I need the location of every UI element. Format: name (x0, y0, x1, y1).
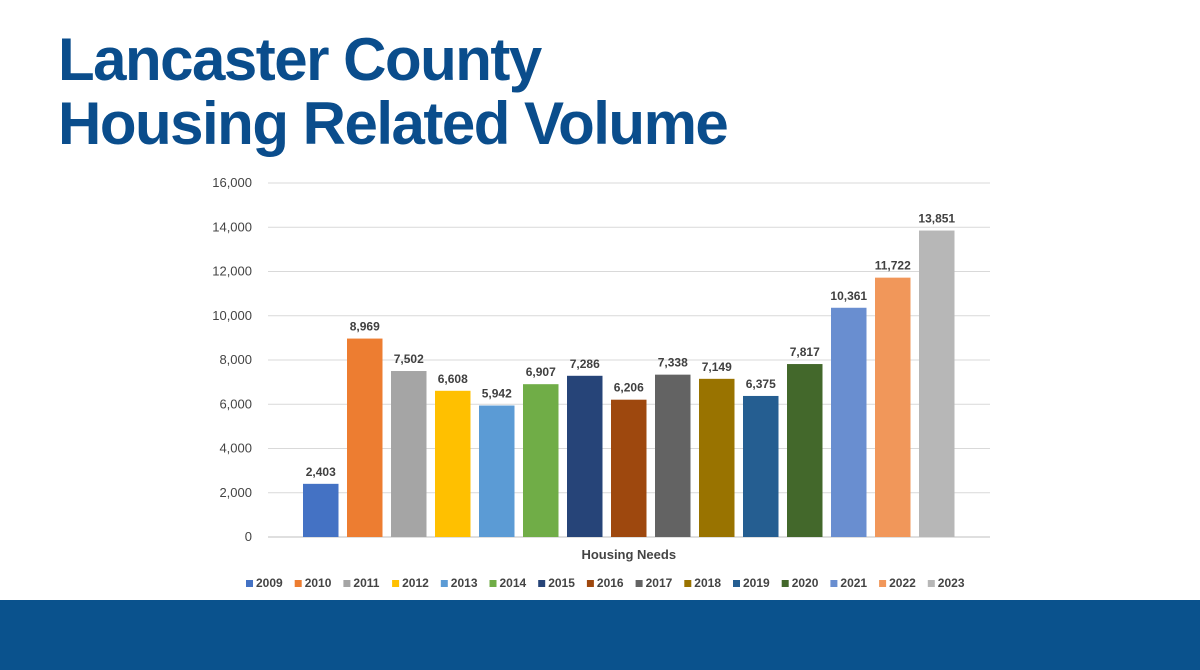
footer-band (0, 600, 1200, 670)
legend-label: 2022 (889, 576, 916, 590)
bar (479, 405, 515, 537)
data-label: 7,817 (790, 345, 820, 359)
x-axis-label: Housing Needs (581, 547, 676, 562)
legend-swatch (343, 580, 351, 587)
slide-title-line-2: Housing Related Volume (58, 90, 729, 157)
legend-label: 2017 (646, 576, 673, 590)
legend-swatch (879, 580, 887, 587)
data-label: 5,942 (482, 387, 512, 401)
y-tick-label: 16,000 (212, 175, 252, 190)
legend-label: 2016 (597, 576, 624, 590)
y-tick-label: 0 (245, 529, 252, 544)
bar-chart: 0 2,000 4,000 6,000 8,000 10,000 12,000 14,000 1… (212, 175, 990, 590)
legend-label: 2013 (451, 576, 478, 590)
y-tick-label: 4,000 (219, 441, 252, 456)
bar (567, 375, 603, 537)
legend-label: 2021 (840, 576, 867, 590)
legend-swatch (392, 580, 400, 587)
bar (831, 307, 867, 537)
legend-swatch (733, 580, 740, 587)
legend-swatch (781, 580, 789, 587)
legend-label: 2020 (792, 576, 819, 590)
legend-swatch (538, 580, 546, 587)
legend-swatch (635, 580, 643, 587)
data-label: 11,722 (875, 259, 911, 273)
legend-label: 2012 (402, 576, 429, 590)
bar (699, 378, 735, 537)
bar (875, 277, 911, 537)
legend-swatch (830, 580, 838, 587)
bar (611, 399, 647, 537)
legend-swatch (586, 580, 594, 587)
legend-label: 2023 (938, 576, 965, 590)
legend-swatch (927, 580, 935, 587)
legend-swatch (440, 580, 448, 587)
data-label: 10,361 (830, 289, 867, 303)
data-label: 8,969 (350, 320, 380, 334)
y-tick-label: 10,000 (212, 308, 252, 323)
legend-label: 2019 (743, 576, 770, 590)
data-label: 6,907 (526, 365, 556, 379)
y-tick-label: 12,000 (212, 264, 252, 279)
data-label: 7,338 (658, 356, 688, 370)
data-label: 6,206 (614, 381, 644, 395)
data-label: 7,502 (394, 352, 424, 366)
bar (787, 364, 823, 537)
legend-label: 2018 (694, 576, 721, 590)
bar (391, 371, 427, 537)
slide-title: Lancaster County Housing Related Volume (58, 26, 729, 157)
legend-swatch (246, 580, 253, 587)
legend-label: 2014 (500, 576, 527, 590)
legend-label: 2011 (353, 576, 379, 590)
bar (347, 338, 383, 537)
bar (919, 230, 955, 537)
legend-label: 2010 (305, 576, 332, 590)
bar (435, 390, 471, 537)
data-label: 7,149 (702, 360, 732, 374)
legend-swatch (489, 580, 497, 587)
y-tick-label: 2,000 (219, 485, 252, 500)
legend-label: 2009 (256, 576, 283, 590)
data-label: 2,403 (306, 465, 336, 479)
data-label: 6,375 (746, 377, 776, 391)
y-tick-label: 6,000 (219, 396, 252, 411)
data-label: 7,286 (570, 357, 600, 371)
bar (743, 395, 779, 537)
bar (655, 374, 691, 537)
bar (303, 483, 339, 537)
slide-title-line-1: Lancaster County (58, 26, 542, 93)
data-label: 13,851 (918, 212, 955, 226)
legend-swatch (294, 580, 302, 587)
legend-label: 2015 (548, 576, 575, 590)
data-label: 6,608 (438, 372, 468, 386)
y-tick-label: 8,000 (219, 352, 252, 367)
legend-swatch (684, 580, 692, 587)
y-tick-label: 14,000 (212, 219, 252, 234)
bar (523, 384, 559, 537)
